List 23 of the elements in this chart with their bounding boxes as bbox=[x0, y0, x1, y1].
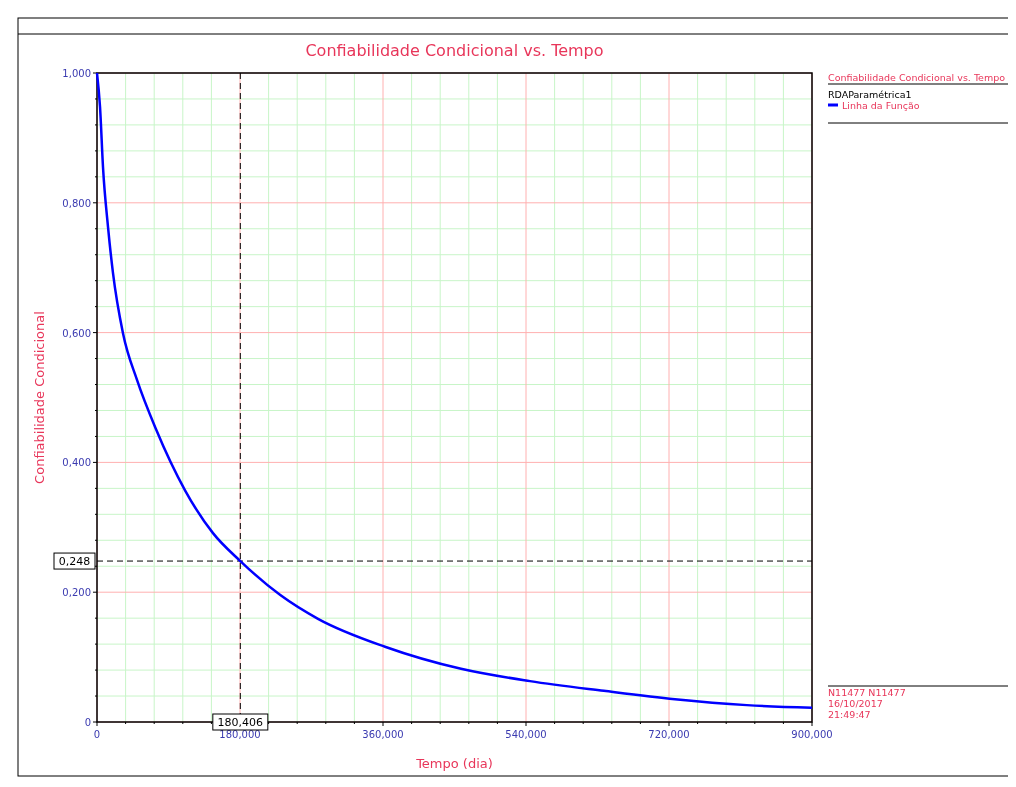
chart-title: Confiabilidade Condicional vs. Tempo bbox=[305, 41, 604, 60]
text: 16/10/2017 bbox=[828, 698, 883, 709]
y-axis-title: Confiabilidade Condicional bbox=[32, 311, 47, 484]
ref-line-label: 0,248 bbox=[58, 555, 91, 569]
y-tick-label: 0,800 bbox=[62, 197, 91, 209]
x-tick-label: 900,000 bbox=[791, 729, 833, 740]
text: N11477 N11477 bbox=[828, 687, 906, 698]
legend-label: Linha da Função bbox=[842, 100, 920, 111]
y-tick-label: 0 bbox=[84, 717, 91, 728]
x-tick-label: 0 bbox=[93, 729, 101, 740]
x-axis-title: Tempo (dia) bbox=[415, 756, 493, 771]
y-tick-label: 0,400 bbox=[62, 457, 91, 469]
x-tick-label: 540,000 bbox=[505, 729, 547, 740]
x-tick-label: 720,000 bbox=[648, 729, 690, 740]
text: 21:49:47 bbox=[828, 709, 871, 720]
y-tick-label: 1,000 bbox=[62, 68, 91, 79]
y-tick-label: 0,600 bbox=[62, 327, 91, 339]
ref-line-label: 180,406 bbox=[217, 716, 264, 729]
text: Confiabilidade Condicional vs. Tempo bbox=[828, 72, 1006, 83]
y-tick-label: 0,200 bbox=[62, 587, 91, 599]
x-tick-label: 360,000 bbox=[362, 729, 404, 740]
legend-title: RDAParamétrica1 bbox=[828, 89, 912, 100]
x-tick-label: 180,000 bbox=[219, 729, 261, 740]
